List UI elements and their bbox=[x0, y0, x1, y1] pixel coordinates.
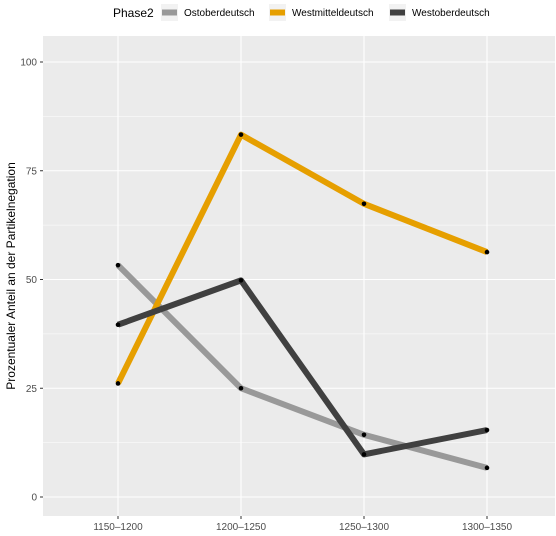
data-point bbox=[484, 427, 490, 433]
data-point bbox=[238, 278, 244, 283]
data-point bbox=[361, 201, 367, 207]
data-point bbox=[361, 432, 367, 438]
data-point bbox=[115, 381, 121, 386]
axis-ticks: 0 25 50 75 100 1150–1200 1200–1250 1250–1300 130… bbox=[20, 58, 512, 534]
x-tick-label: 1200–1250 bbox=[216, 522, 266, 533]
series-line bbox=[116, 277, 488, 458]
x-tick-label: 1150–1200 bbox=[93, 522, 143, 533]
y-tick-label: 100 bbox=[20, 58, 37, 69]
legend-label: Westoberdeutsch bbox=[412, 8, 490, 19]
legend-entry: Westmitteldeutsch bbox=[269, 4, 374, 21]
y-tick-label: 50 bbox=[26, 275, 38, 286]
x-tick-label: 1250–1300 bbox=[339, 522, 389, 533]
legend-entry: Westoberdeutsch bbox=[389, 4, 490, 21]
series-lines bbox=[115, 131, 490, 471]
data-point bbox=[238, 132, 244, 137]
legend: Phase2 Ostoberdeutsch Westmitteldeutsch We… bbox=[113, 4, 490, 21]
data-point bbox=[238, 385, 244, 391]
data-point bbox=[115, 322, 121, 328]
x-tick-label: 1300–1350 bbox=[462, 522, 512, 533]
legend-label: Westmitteldeutsch bbox=[292, 8, 374, 19]
data-point bbox=[115, 262, 121, 268]
series-line bbox=[115, 131, 489, 385]
y-tick-label: 75 bbox=[26, 166, 38, 177]
y-axis-title: Prozentualer Anteil an der Partikelnegat… bbox=[4, 162, 18, 389]
legend-entry: Ostoberdeutsch bbox=[161, 4, 255, 21]
data-point bbox=[484, 465, 490, 471]
data-point bbox=[361, 452, 367, 457]
data-point bbox=[484, 249, 490, 255]
legend-title: Phase2 bbox=[113, 6, 154, 20]
y-tick-label: 0 bbox=[31, 493, 37, 504]
plot-panel bbox=[43, 36, 555, 516]
legend-label: Ostoberdeutsch bbox=[184, 8, 255, 19]
series-line bbox=[115, 263, 488, 471]
y-tick-label: 25 bbox=[26, 384, 38, 395]
gridlines bbox=[43, 36, 555, 516]
